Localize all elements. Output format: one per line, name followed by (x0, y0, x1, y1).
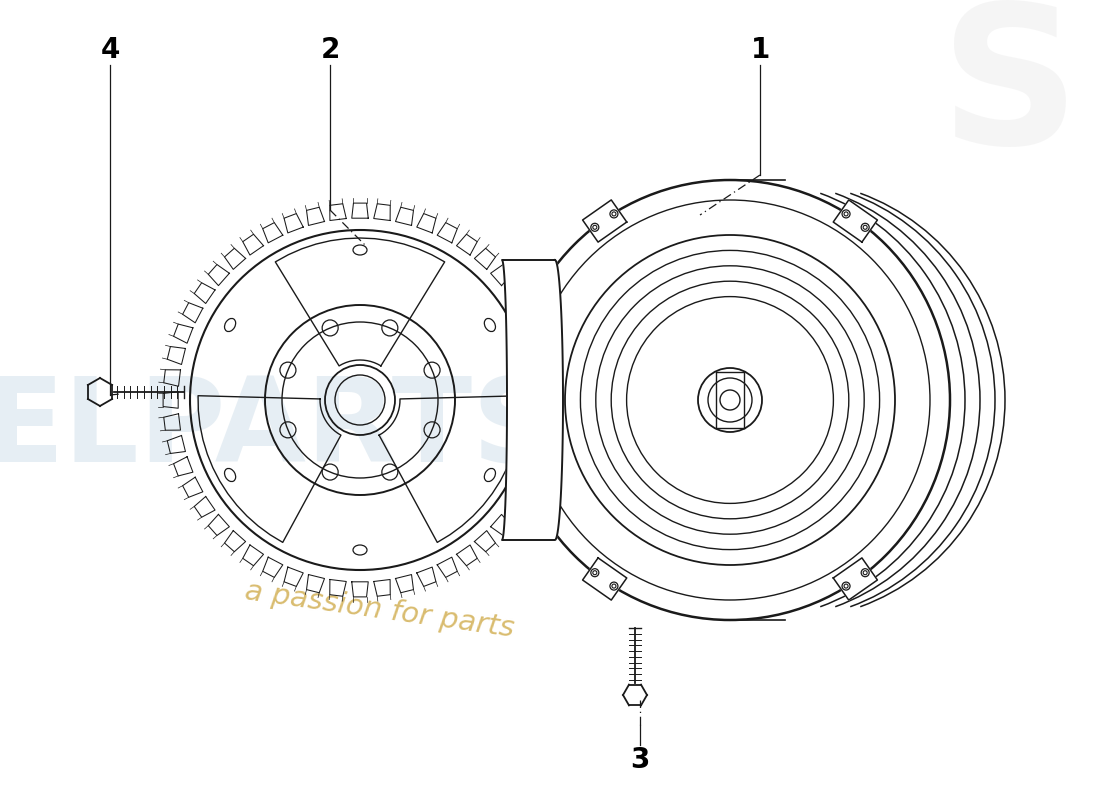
Text: ELPARTS: ELPARTS (0, 373, 557, 487)
Text: 4: 4 (100, 36, 120, 64)
Polygon shape (833, 200, 878, 242)
Text: 3: 3 (630, 746, 650, 774)
Polygon shape (583, 200, 627, 242)
Polygon shape (833, 558, 878, 600)
Text: a passion for parts: a passion for parts (243, 578, 517, 642)
Text: S: S (939, 0, 1080, 184)
Text: 2: 2 (320, 36, 340, 64)
Text: 1: 1 (750, 36, 770, 64)
Polygon shape (583, 558, 627, 600)
Polygon shape (502, 260, 563, 540)
